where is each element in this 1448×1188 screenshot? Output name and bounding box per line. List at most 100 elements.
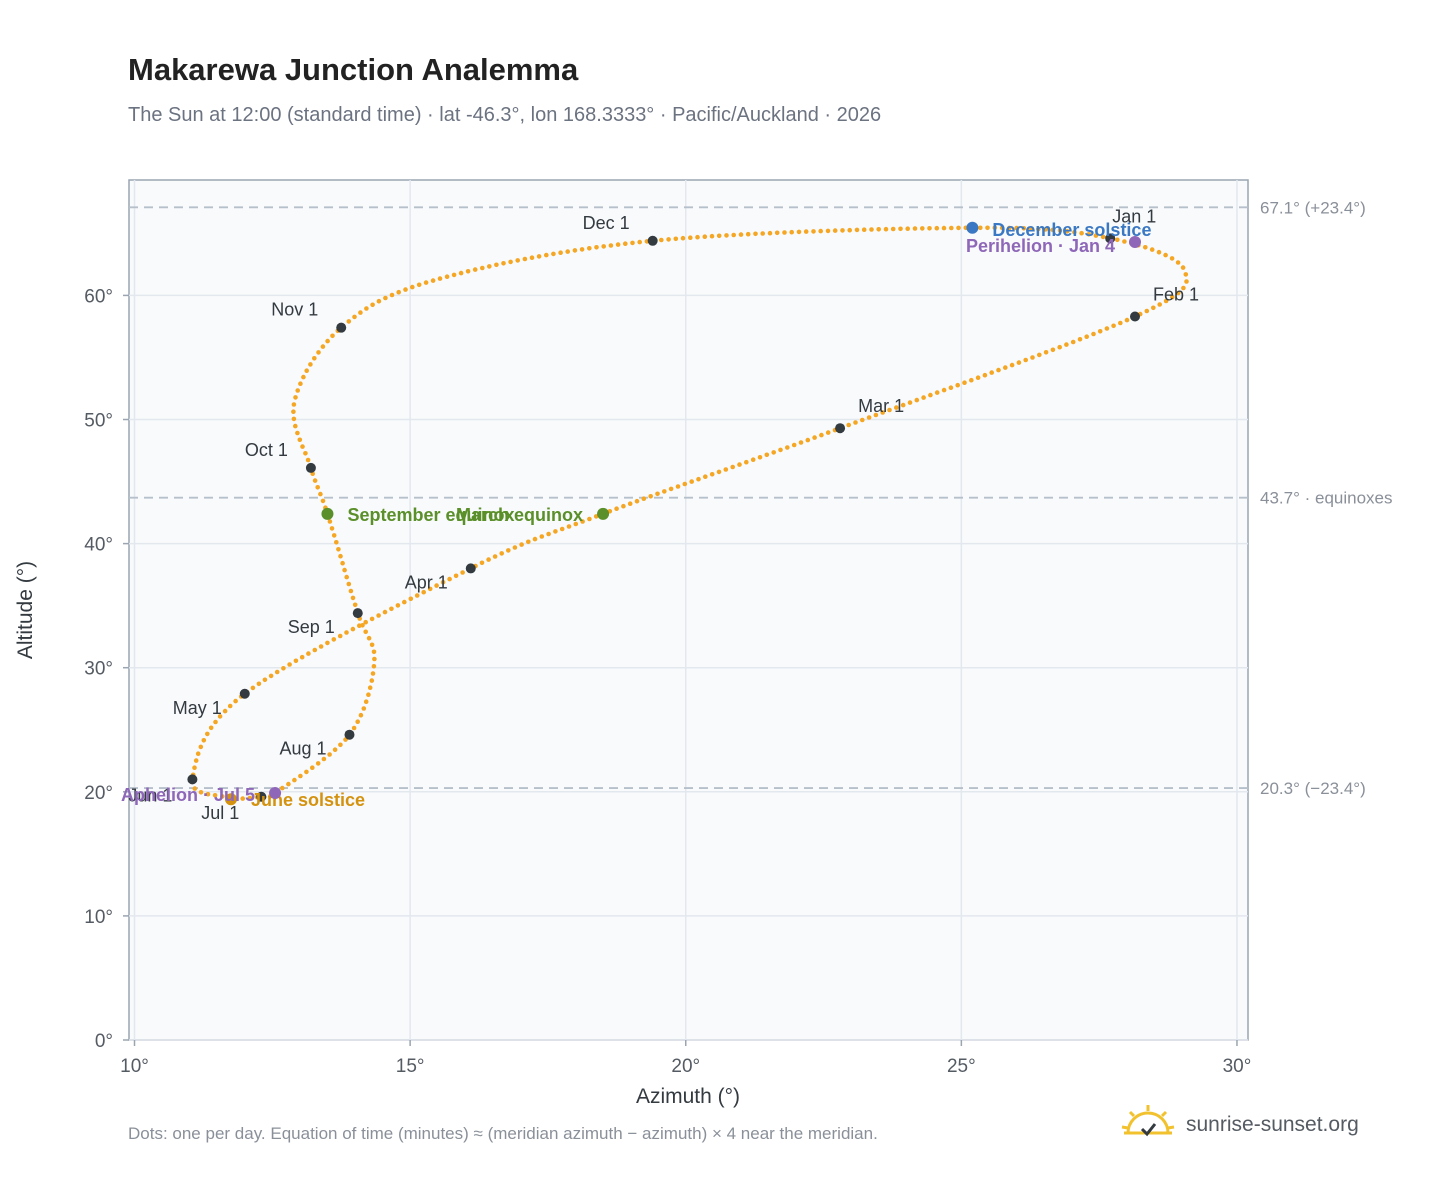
daily-sun-dot bbox=[515, 258, 520, 263]
daily-sun-dot bbox=[427, 586, 433, 592]
daily-sun-dot bbox=[744, 459, 749, 465]
daily-sun-dot bbox=[627, 501, 633, 507]
daily-sun-dot bbox=[371, 649, 377, 655]
daily-sun-dot bbox=[421, 589, 427, 595]
daily-sun-dot bbox=[601, 244, 606, 249]
x-tick-label: 25° bbox=[947, 1056, 976, 1077]
daily-sun-dot bbox=[369, 678, 375, 683]
daily-sun-dot bbox=[1175, 290, 1181, 296]
event-marker-dot bbox=[321, 507, 334, 520]
daily-sun-dot bbox=[753, 231, 758, 237]
daily-sun-dot bbox=[1050, 347, 1056, 353]
daily-sun-dot bbox=[340, 560, 345, 566]
daily-sun-dot bbox=[594, 245, 599, 250]
axes: 10° 15° 20° 25° 30° 0° 10° 20° 30° 40° 50° 60° bbox=[84, 286, 1251, 1077]
daily-sun-dot bbox=[303, 451, 308, 456]
daily-sun-dot bbox=[648, 494, 653, 499]
daily-sun-dot bbox=[812, 435, 817, 440]
daily-sun-dot bbox=[539, 534, 545, 539]
daily-sun-dot bbox=[999, 225, 1005, 231]
daily-sun-dot bbox=[730, 464, 735, 470]
daily-sun-dot bbox=[383, 295, 388, 301]
daily-sun-dot bbox=[608, 243, 614, 248]
daily-sun-dot bbox=[370, 671, 376, 676]
daily-sun-dot bbox=[291, 409, 296, 415]
daily-sun-dot bbox=[382, 609, 388, 615]
daily-sun-dot bbox=[798, 440, 804, 445]
month-marker-dot bbox=[352, 608, 363, 619]
daily-sun-dot bbox=[675, 484, 681, 489]
daily-sun-dot bbox=[978, 225, 983, 231]
daily-sun-dot bbox=[376, 613, 381, 618]
daily-sun-dot bbox=[318, 644, 324, 649]
daily-sun-dot bbox=[668, 486, 674, 492]
daily-sun-dot bbox=[361, 706, 367, 711]
daily-sun-dot bbox=[1072, 229, 1077, 235]
daily-sun-dot bbox=[869, 227, 874, 232]
daily-sun-dot bbox=[320, 344, 326, 349]
month-markers: Jan 1 Feb 1 Mar 1 Apr 1 May 1 Jun 1 Jul 1 Aug 1… bbox=[128, 206, 1199, 822]
daily-sun-dot bbox=[370, 302, 375, 308]
daily-sun-dot bbox=[912, 226, 918, 231]
brand[interactable]: sunrise-sunset.org bbox=[1120, 1100, 1359, 1150]
daily-sun-dot bbox=[1169, 256, 1175, 261]
daily-sun-dot bbox=[325, 338, 330, 344]
daily-sun-dot bbox=[580, 519, 585, 524]
event-marker-dot bbox=[269, 787, 282, 800]
chart-subtitle: The Sun at 12:00 (standard time) · lat -… bbox=[128, 104, 882, 126]
y-tick-label: 60° bbox=[84, 286, 113, 307]
daily-sun-dot bbox=[1016, 360, 1022, 365]
daily-sun-dot bbox=[782, 230, 787, 235]
daily-sun-dot bbox=[453, 573, 459, 579]
daily-sun-dot bbox=[1097, 329, 1103, 334]
daily-sun-dot bbox=[198, 744, 204, 750]
daily-sun-dot bbox=[860, 417, 865, 423]
daily-sun-dot bbox=[346, 319, 352, 324]
daily-sun-dot bbox=[941, 225, 947, 231]
y-tick-label: 0° bbox=[95, 1031, 113, 1052]
daily-sun-dot bbox=[894, 405, 899, 410]
month-marker-dot bbox=[344, 729, 355, 740]
daily-sun-dot bbox=[458, 270, 464, 276]
daily-sun-dot bbox=[1151, 305, 1156, 311]
daily-sun-dot bbox=[934, 225, 940, 231]
daily-sun-dot bbox=[363, 699, 369, 704]
daily-sun-dot bbox=[487, 264, 492, 269]
daily-sun-dot bbox=[1084, 334, 1089, 340]
daily-sun-dot bbox=[1157, 302, 1162, 307]
daily-sun-dot bbox=[327, 519, 333, 524]
daily-sun-dot bbox=[1122, 239, 1127, 244]
grid-lines bbox=[129, 180, 1248, 1041]
daily-sun-dot bbox=[796, 229, 802, 235]
daily-sun-dot bbox=[363, 619, 369, 625]
daily-sun-dot bbox=[724, 233, 729, 238]
daily-sun-dot bbox=[907, 400, 913, 405]
daily-sun-dot bbox=[666, 237, 671, 242]
daily-sun-dot bbox=[854, 227, 860, 233]
daily-sun-dot bbox=[920, 226, 925, 231]
daily-sun-dot bbox=[337, 633, 343, 639]
daily-sun-dot bbox=[1014, 225, 1019, 231]
daily-sun-dot bbox=[630, 240, 635, 246]
daily-sun-dot bbox=[778, 447, 783, 453]
daily-sun-dot bbox=[351, 725, 357, 731]
daily-sun-dot bbox=[900, 402, 906, 408]
daily-sun-dot bbox=[329, 526, 335, 531]
event-marker-label: March equinox bbox=[456, 505, 583, 525]
daily-sun-dot bbox=[299, 654, 305, 660]
y-tick-label: 20° bbox=[84, 783, 113, 804]
daily-sun-dot bbox=[996, 367, 1001, 373]
month-marker-dot bbox=[647, 235, 658, 246]
daily-sun-dot bbox=[934, 390, 940, 395]
daily-sun-dot bbox=[330, 333, 335, 339]
daily-sun-dot bbox=[737, 462, 742, 467]
daily-sun-dot bbox=[948, 385, 954, 391]
month-marker-label: Nov 1 bbox=[271, 300, 318, 320]
daily-sun-dot bbox=[1183, 272, 1189, 277]
event-marker-label: December solstice bbox=[992, 220, 1151, 240]
daily-sun-dot bbox=[975, 375, 981, 381]
daily-sun-dot bbox=[587, 246, 592, 251]
daily-sun-dot bbox=[1023, 357, 1028, 363]
daily-sun-dot bbox=[1064, 342, 1069, 347]
daily-sun-dot bbox=[526, 539, 531, 545]
